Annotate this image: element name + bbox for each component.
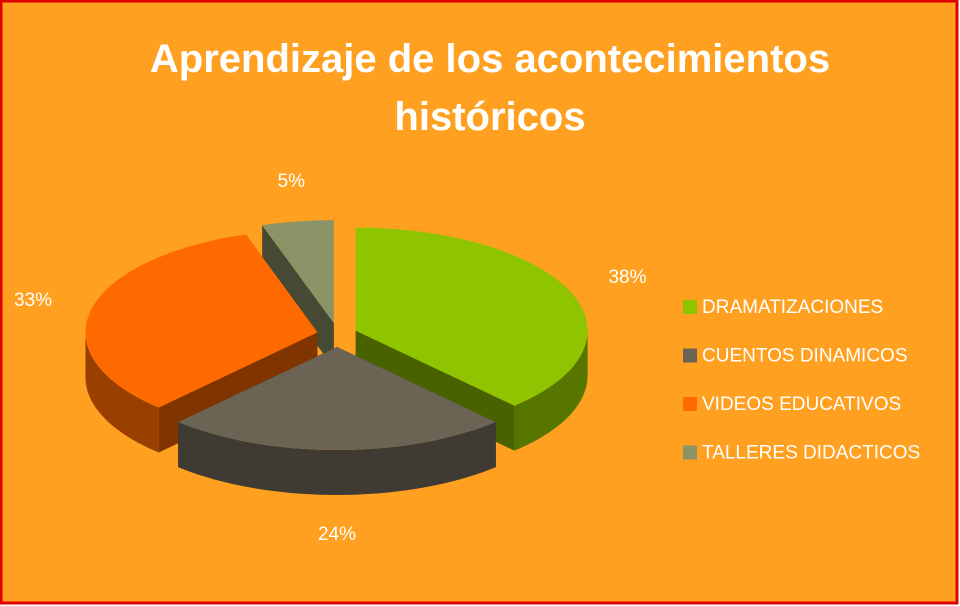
legend-label: CUENTOS DINAMICOS (702, 346, 908, 367)
legend-label: TALLERES DIDACTICOS (702, 443, 920, 464)
legend-label: VIDEOS EDUCATIVOS (702, 394, 901, 415)
data-label: 33% (14, 290, 52, 311)
chart-title: Aprendizaje de los acontecimientos histó… (149, 37, 831, 139)
legend-swatch (683, 397, 697, 411)
slice-wall (514, 330, 588, 451)
legend-swatch (683, 300, 697, 314)
slice (355, 227, 588, 406)
slice (85, 234, 318, 408)
data-label: 5% (278, 171, 306, 192)
data-label: 24% (318, 524, 356, 545)
data-label: 38% (608, 267, 646, 288)
slice (178, 347, 496, 450)
legend-swatch (683, 445, 697, 460)
slice-wall (85, 332, 159, 453)
slice-wall (178, 422, 496, 495)
legend-label: DRAMATIZACIONES (702, 297, 883, 318)
slice (262, 220, 334, 324)
legend-swatch (683, 348, 697, 363)
